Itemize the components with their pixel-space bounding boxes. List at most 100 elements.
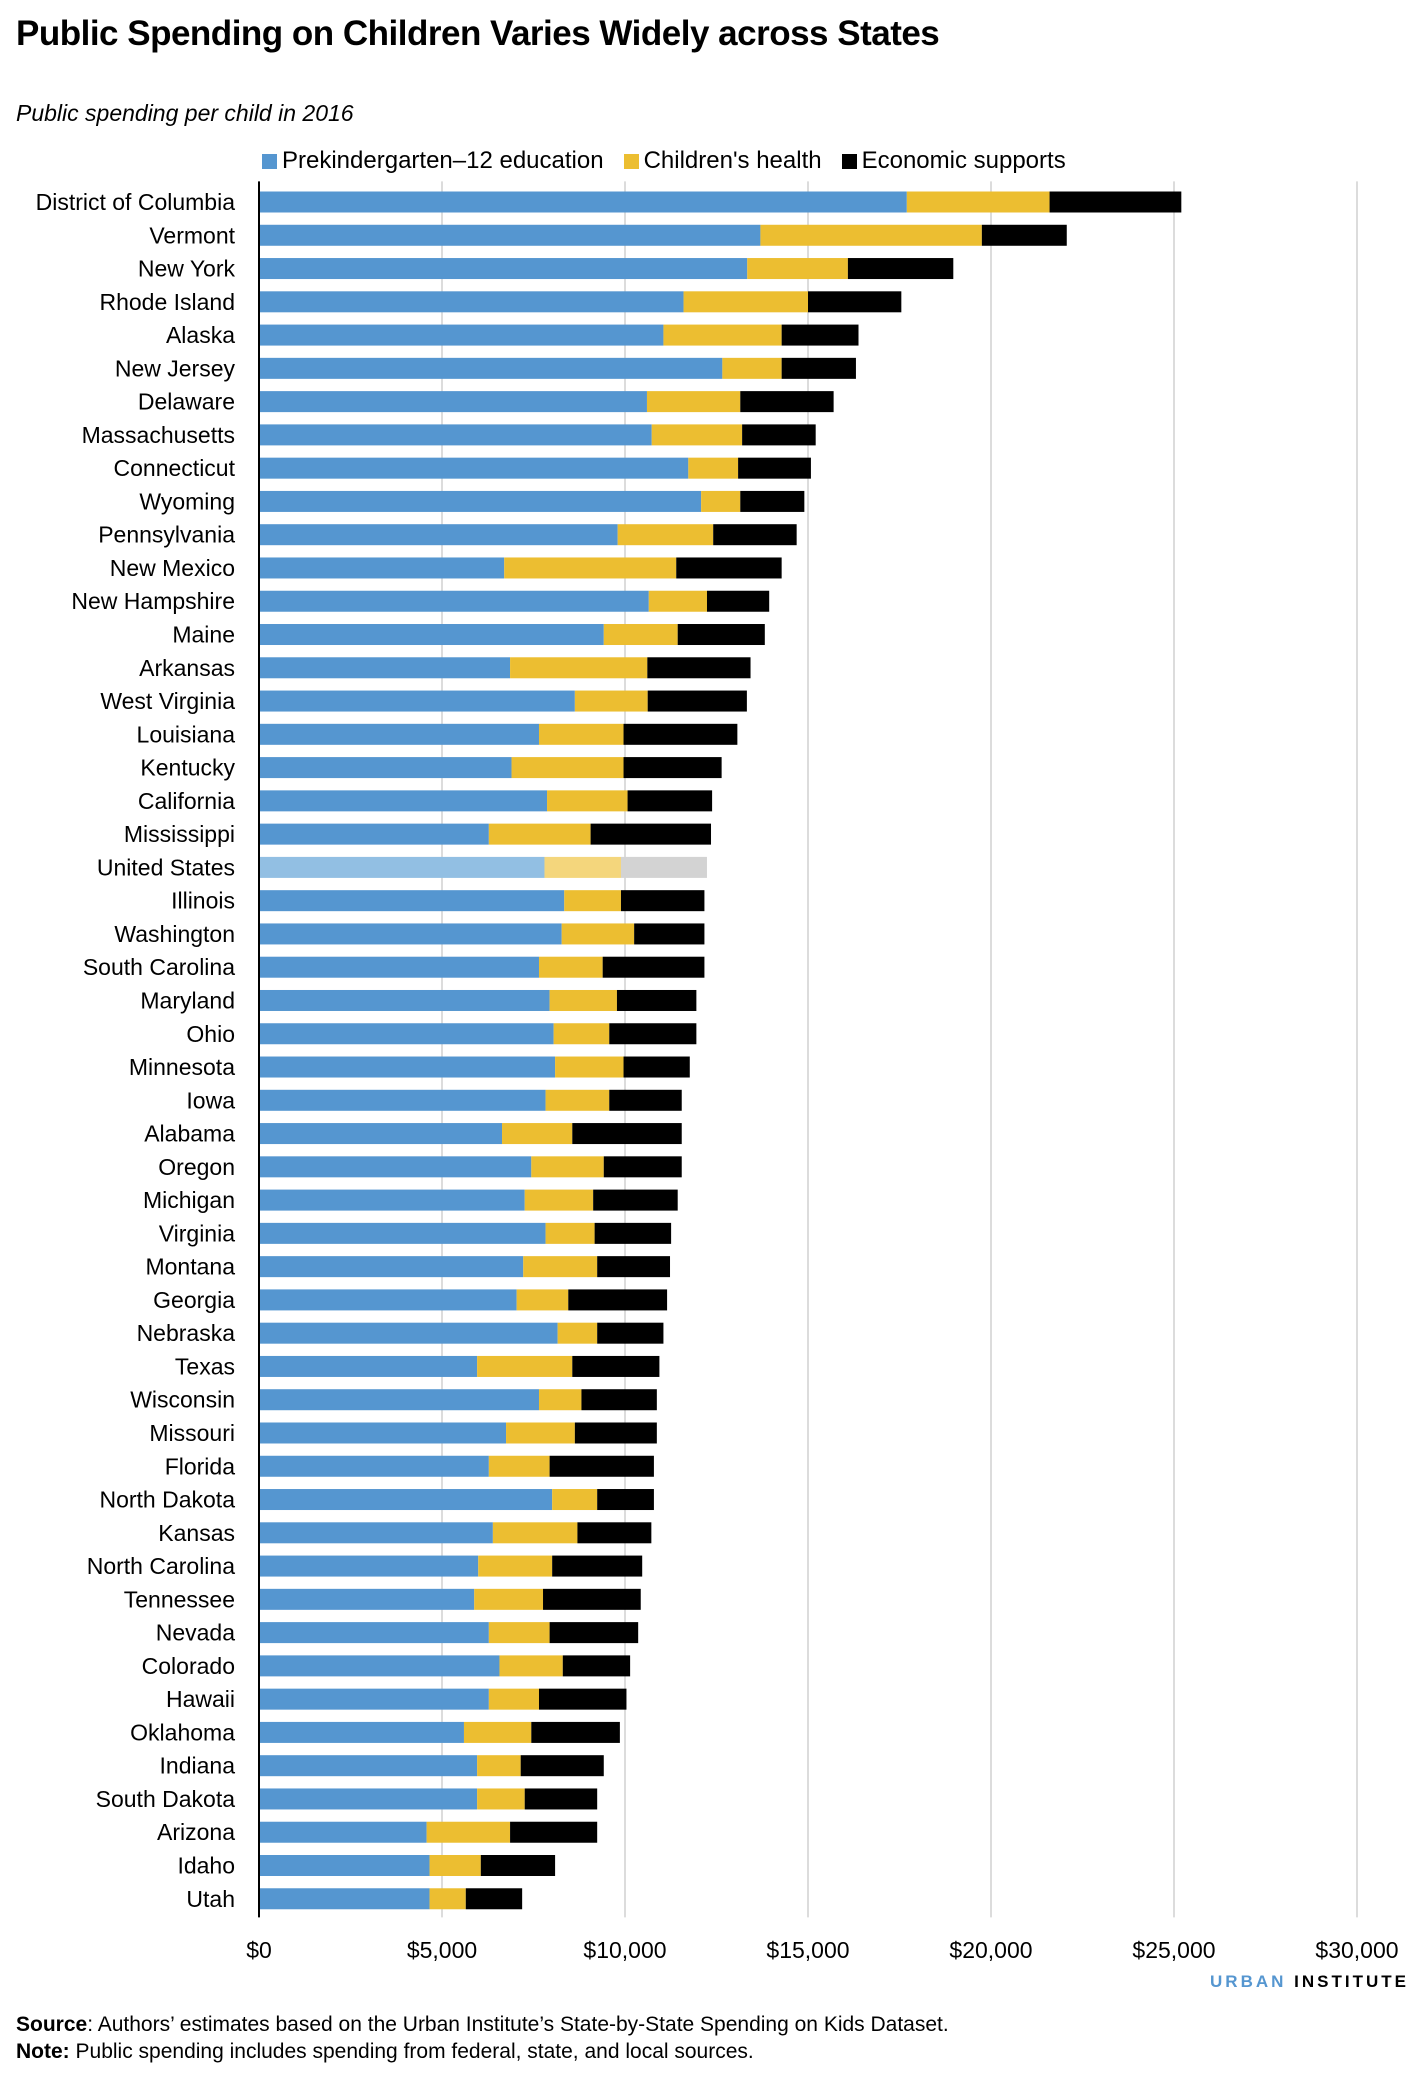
bar-segment-economic: [713, 524, 797, 546]
bar-segment-education: [259, 956, 539, 978]
category-label: New Mexico: [110, 555, 235, 581]
bar-segment-education: [259, 291, 684, 313]
category-label: Montana: [145, 1254, 235, 1280]
bar-segment-health: [502, 1123, 573, 1145]
bar-segment-economic: [609, 1023, 697, 1045]
bar-segment-education: [259, 890, 565, 912]
bar-segment-health: [760, 224, 982, 246]
category-label: Illinois: [171, 888, 235, 914]
bar-segment-education: [259, 1355, 478, 1377]
bar-segment-education: [259, 1322, 558, 1344]
bar-segment-economic: [572, 1355, 660, 1377]
bar-segment-economic: [634, 923, 705, 945]
bar-segment-education: [259, 391, 647, 413]
bar-segment-education: [259, 657, 511, 679]
bar-segment-education: [259, 1755, 478, 1777]
bar-segment-education: [259, 557, 505, 579]
bar-segment-education: [259, 823, 489, 845]
category-label: Alabama: [144, 1121, 235, 1147]
bar-segment-economic: [627, 790, 713, 812]
bar-segment-economic: [597, 1489, 654, 1511]
category-label: Idaho: [177, 1853, 235, 1879]
category-label: Nevada: [156, 1620, 235, 1646]
bar-segment-education: [259, 1189, 525, 1211]
bar-segment-health: [478, 1555, 553, 1577]
legend-label-economic: Economic supports: [861, 147, 1066, 174]
source-label: Source: [16, 2013, 88, 2036]
category-label: Kansas: [158, 1520, 235, 1546]
note-label: Note:: [16, 2040, 70, 2063]
bar-segment-economic: [543, 1588, 641, 1610]
bar-segment-health: [648, 590, 707, 612]
category-label: New Jersey: [115, 355, 236, 381]
bar-segment-education: [259, 1089, 546, 1111]
category-label: North Carolina: [87, 1553, 235, 1579]
bar-segment-economic: [781, 357, 856, 379]
legend-item-health: Children's health: [623, 147, 822, 175]
source-text: : Authors’ estimates based on the Urban …: [87, 2013, 949, 2036]
bar-segment-economic: [562, 1655, 631, 1677]
bar-segment-health: [663, 324, 782, 346]
category-label: Utah: [186, 1886, 235, 1912]
bar-segment-economic: [574, 1422, 657, 1444]
bar-segment-education: [259, 357, 723, 379]
bar-segment-economic: [620, 856, 707, 878]
category-label: United States: [97, 854, 235, 880]
category-label: Hawaii: [166, 1686, 235, 1712]
bar-segment-education: [259, 1455, 489, 1477]
bar-segment-economic: [480, 1855, 556, 1876]
bar-segment-health: [553, 1023, 610, 1045]
bar-segment-health: [646, 391, 741, 413]
bar-segment-health: [747, 258, 848, 280]
bar-segment-health: [531, 1156, 604, 1178]
footnotes: Source: Authors’ estimates based on the …: [16, 2011, 949, 2065]
bar-segment-economic: [549, 1455, 654, 1477]
bar-segment-health: [564, 890, 621, 912]
bar-segment-education: [259, 1156, 532, 1178]
bar-segment-education: [259, 1289, 517, 1311]
note-text: Public spending includes spending from f…: [69, 2040, 754, 2063]
bar-segment-health: [492, 1522, 578, 1544]
bar-segment-health: [651, 424, 743, 446]
bar-segment-education: [259, 1555, 479, 1577]
bar-segment-economic: [577, 1522, 652, 1544]
bar-segment-education: [259, 1855, 430, 1876]
bar-segment-health: [524, 1189, 594, 1211]
bar-segment-economic: [1049, 191, 1182, 213]
legend-label-education: Prekindergarten–12 education: [282, 147, 604, 174]
bar-segment-health: [488, 823, 591, 845]
bar-segment-education: [259, 856, 545, 878]
bar-segment-economic: [740, 391, 834, 413]
category-label: Missouri: [149, 1420, 235, 1446]
bar-segment-economic: [524, 1788, 598, 1810]
bar-segment-health: [552, 1489, 598, 1511]
category-label: Wisconsin: [130, 1387, 235, 1413]
x-tick-label: $30,000: [1315, 1937, 1398, 1963]
bar-segment-health: [488, 1688, 539, 1710]
bar-segment-education: [259, 1522, 493, 1544]
category-label: New Hampshire: [71, 588, 235, 614]
bar-segment-education: [259, 258, 748, 280]
bar-segment-health: [683, 291, 808, 313]
bar-segment-education: [259, 723, 539, 745]
bar-segment-health: [477, 1755, 521, 1777]
bar-segment-education: [259, 590, 649, 612]
bar-segment-health: [574, 690, 648, 712]
bar-segment-education: [259, 1056, 556, 1078]
note: Note: Public spending includes spending …: [16, 2038, 949, 2065]
source-note: Source: Authors’ estimates based on the …: [16, 2011, 949, 2038]
bar-segment-education: [259, 490, 702, 512]
bar-segment-economic: [847, 258, 954, 280]
bar-segment-education: [259, 1821, 427, 1843]
bar-segment-education: [259, 1688, 489, 1710]
category-label: Maryland: [140, 987, 235, 1013]
bar-segment-education: [259, 1422, 507, 1444]
category-label: Vermont: [149, 222, 235, 248]
bar-segment-economic: [781, 324, 859, 346]
x-tick-label: $10,000: [583, 1937, 666, 1963]
bar-segment-health: [555, 1056, 624, 1078]
bar-segment-education: [259, 1721, 464, 1743]
bar-segment-health: [547, 790, 628, 812]
bar-segment-health: [557, 1322, 598, 1344]
bar-segment-economic: [597, 1322, 664, 1344]
